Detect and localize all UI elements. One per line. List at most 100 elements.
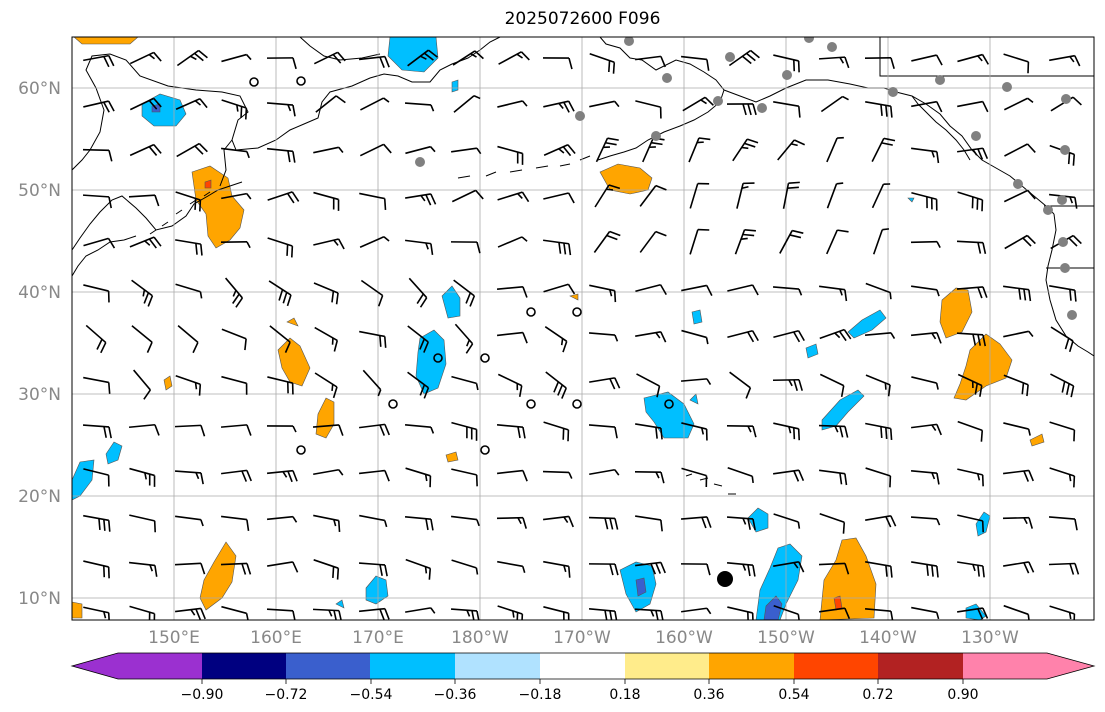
wind-barb <box>681 467 708 488</box>
wind-barb <box>910 240 941 248</box>
wind-barb <box>129 605 156 620</box>
wind-barb <box>131 279 154 307</box>
wind-barb <box>175 374 202 396</box>
colorbar-label: 0.54 <box>778 687 809 703</box>
wind-barb <box>407 371 430 399</box>
station-marker <box>827 42 837 52</box>
wind-barb <box>453 94 481 113</box>
wind-barb <box>266 102 296 117</box>
wind-barb <box>865 467 892 488</box>
wind-barb <box>175 239 203 256</box>
wind-barb <box>819 607 851 620</box>
wind-barb <box>957 53 990 65</box>
wind-barb <box>956 332 987 347</box>
wind-barb <box>129 236 162 249</box>
coastline-alaska <box>597 37 725 161</box>
wind-barb <box>593 230 621 253</box>
wind-barb <box>773 54 800 73</box>
wind-barb <box>266 425 297 433</box>
wind-barb <box>1004 143 1036 157</box>
wind-barb <box>1003 285 1032 302</box>
wind-barb <box>680 516 712 529</box>
wind-barb <box>221 328 247 351</box>
coastline-japan <box>72 235 137 277</box>
wind-barb <box>452 50 484 66</box>
station-marker <box>1060 263 1070 273</box>
wind-barb <box>313 238 345 250</box>
latitude-labels: 60°N 50°N 40°N 30°N 20°N 10°N <box>18 79 61 609</box>
positive-anomaly <box>72 601 83 619</box>
wind-barb <box>174 607 206 620</box>
wind-barb <box>83 100 115 113</box>
wind-barb <box>543 100 575 113</box>
colorbar-bin <box>370 653 456 679</box>
colorbar-label: 0.36 <box>693 687 724 703</box>
wind-barb <box>865 515 897 528</box>
wind-barb <box>1049 421 1076 442</box>
station-marker <box>662 73 672 83</box>
wind-barb <box>174 424 206 437</box>
station-marker <box>1061 94 1071 104</box>
colorbar-bin <box>794 653 879 679</box>
stations <box>249 37 1077 587</box>
wind-barb <box>313 559 340 580</box>
wind-barb <box>266 608 296 620</box>
wind-barb <box>1003 561 1035 574</box>
wind-barb <box>221 99 248 120</box>
wind-barb <box>451 468 478 487</box>
wind-barb <box>911 54 943 66</box>
wind-barb <box>635 330 667 343</box>
negative-anomaly <box>907 197 915 203</box>
wind-barb <box>267 191 300 204</box>
wind-barb <box>819 285 848 302</box>
wind-barb <box>496 516 527 529</box>
wind-barb <box>865 422 893 440</box>
wind-barb <box>1050 326 1074 353</box>
wind-barb <box>727 466 754 484</box>
aleutian-islands <box>457 155 591 179</box>
wind-barb <box>726 103 757 116</box>
wind-barb <box>957 561 985 578</box>
station-marker <box>1058 237 1068 247</box>
wind-barb <box>726 561 756 577</box>
station-marker <box>624 37 634 46</box>
wind-barb <box>496 424 526 439</box>
negative-anomaly <box>441 285 461 319</box>
colorbar-label: −0.54 <box>350 687 393 703</box>
wind-barb <box>313 51 346 65</box>
wind-barb <box>176 49 208 67</box>
land-border <box>879 37 1094 77</box>
wind-barb <box>83 514 111 532</box>
wind-barb <box>454 323 474 354</box>
calm-station <box>388 399 398 409</box>
wind-barb <box>957 420 984 442</box>
wind-barb <box>266 515 298 523</box>
wind-barb <box>358 469 390 482</box>
colorbar-label: 0.90 <box>947 687 978 703</box>
wind-barb <box>313 514 341 532</box>
colorbar-extend-low <box>72 653 118 679</box>
wind-barb <box>543 143 576 157</box>
station-marker <box>757 103 767 113</box>
calm-station <box>480 445 490 455</box>
wind-barb <box>819 512 846 534</box>
wind-barb <box>497 191 530 203</box>
wind-barb <box>312 424 344 436</box>
positive-anomaly <box>315 397 335 439</box>
wind-barb <box>910 331 942 344</box>
wind-barb <box>777 139 806 161</box>
coastline-kamchatka <box>219 139 233 187</box>
wind-barb <box>315 95 346 113</box>
wind-barb <box>818 56 850 69</box>
station-marker <box>782 70 792 80</box>
wind-barb <box>589 52 616 74</box>
colorbar-label: −0.90 <box>181 687 224 703</box>
wind-barb <box>911 376 939 390</box>
station-marker <box>804 37 814 43</box>
wind-barb <box>450 241 481 254</box>
negative-anomaly <box>805 343 819 359</box>
negative-anomaly <box>691 309 703 325</box>
positive-anomaly <box>819 537 877 620</box>
wind-barb <box>497 560 526 573</box>
wind-barb <box>635 283 667 295</box>
